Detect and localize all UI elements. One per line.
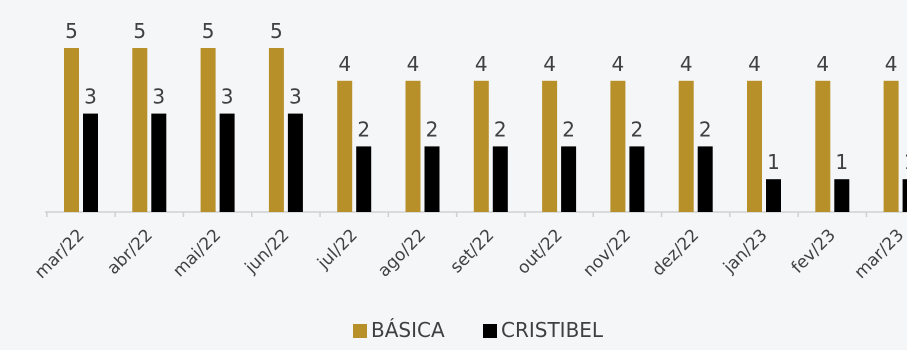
- bar-cristibel-2: [219, 113, 235, 212]
- bar-basica-7: [542, 80, 558, 212]
- bars: [64, 48, 907, 212]
- bar-cristibel-4: [356, 146, 372, 212]
- data-label: 5: [65, 19, 78, 43]
- data-label: 1: [904, 150, 907, 174]
- x-tick-labels: mar/22 abr/22 mai/22 jun/22 jul/22 ago/22 set/…: [31, 225, 907, 283]
- data-label: 4: [475, 52, 488, 76]
- bar-basica-5: [405, 80, 421, 212]
- data-label: 4: [338, 52, 351, 76]
- legend-swatch: [353, 324, 367, 338]
- data-label: 2: [699, 117, 712, 141]
- data-label: 5: [270, 19, 283, 43]
- x-tick-label: jun/22: [241, 225, 294, 278]
- x-tick-label: dez/22: [648, 225, 703, 280]
- legend-swatch: [483, 324, 497, 338]
- data-label: 5: [133, 19, 146, 43]
- x-tick-label: nov/22: [579, 225, 635, 281]
- bar-basica-12: [883, 80, 899, 212]
- data-label: 3: [221, 85, 234, 109]
- bar-cristibel-3: [287, 113, 303, 212]
- bar-basica-11: [815, 80, 831, 212]
- data-label: 4: [680, 52, 693, 76]
- data-label: 3: [289, 85, 302, 109]
- data-label: 1: [767, 150, 780, 174]
- data-label: 2: [494, 117, 507, 141]
- bar-cristibel-9: [697, 146, 713, 212]
- x-tick-label: mar/22: [31, 225, 89, 283]
- bar-cristibel-0: [83, 113, 98, 212]
- x-tick-label: mai/22: [169, 225, 225, 281]
- bar-cristibel-12: [902, 179, 907, 212]
- x-axis: [45, 211, 907, 217]
- data-label: 2: [357, 117, 370, 141]
- legend-label: BÁSICA: [371, 318, 445, 342]
- data-label: 4: [885, 52, 898, 76]
- data-label: 4: [612, 52, 625, 76]
- data-label: 2: [631, 117, 644, 141]
- data-label: 4: [543, 52, 556, 76]
- bar-basica-9: [678, 80, 694, 212]
- data-label: 1: [835, 150, 848, 174]
- bar-cristibel-7: [561, 146, 577, 212]
- x-tick-label: mar/23: [851, 225, 907, 283]
- x-tick-label: out/22: [513, 225, 566, 278]
- x-tick-label: jan/23: [719, 225, 772, 278]
- bar-basica-1: [132, 48, 148, 212]
- x-tick-label: set/22: [446, 225, 498, 277]
- bar-basica-0: [64, 48, 79, 212]
- x-tick-label: ago/22: [374, 225, 430, 281]
- data-label: 3: [84, 85, 97, 109]
- bar-cristibel-11: [834, 179, 850, 212]
- bar-cristibel-5: [424, 146, 440, 212]
- data-label: 2: [562, 117, 575, 141]
- x-tick-label: jul/22: [313, 225, 362, 274]
- bar-basica-4: [337, 80, 353, 212]
- bar-basica-8: [610, 80, 626, 212]
- bar-basica-6: [473, 80, 489, 212]
- x-tick-label: abr/22: [103, 225, 156, 278]
- bar-cristibel-1: [151, 113, 167, 212]
- legend: BÁSICA CRISTIBEL: [353, 318, 604, 342]
- bar-cristibel-10: [766, 179, 781, 212]
- value-labels: 5 3 5 3 5 3 5 3 4 2 4 2 4 2 4 2 4 2 4 2 4 1 4 1 4 1: [65, 19, 907, 174]
- data-label: 5: [202, 19, 215, 43]
- bar-cristibel-6: [492, 146, 508, 212]
- data-label: 2: [426, 117, 439, 141]
- bar-basica-3: [268, 48, 284, 212]
- bar-basica-2: [200, 48, 216, 212]
- data-label: 3: [152, 85, 165, 109]
- bar-basica-10: [747, 80, 762, 212]
- data-label: 4: [816, 52, 829, 76]
- data-label: 4: [407, 52, 420, 76]
- data-label: 4: [748, 52, 761, 76]
- bar-cristibel-8: [629, 146, 645, 212]
- legend-label: CRISTIBEL: [501, 318, 604, 342]
- x-tick-label: fev/23: [788, 225, 840, 277]
